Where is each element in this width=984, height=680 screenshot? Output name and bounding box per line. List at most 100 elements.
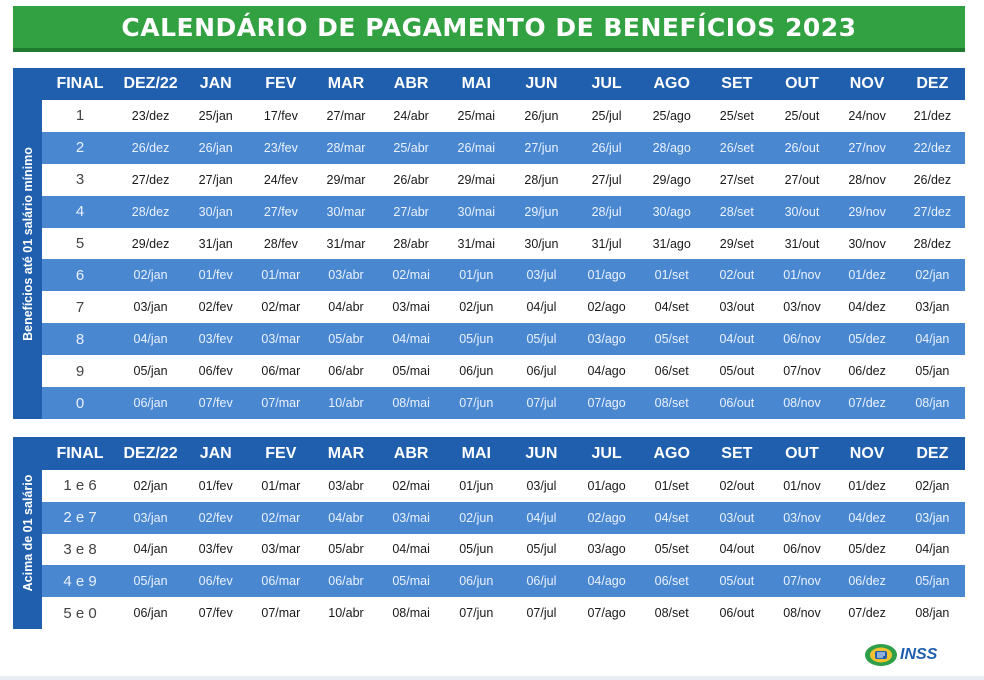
payment-date-cell: 03/jul bbox=[526, 478, 557, 493]
payment-date-cell: 31/mai bbox=[457, 236, 496, 251]
payment-date-cell: 06/out bbox=[719, 606, 755, 621]
column-header: ABR bbox=[378, 68, 444, 100]
payment-date-cell: 05/abr bbox=[328, 542, 364, 557]
payment-date-cell: 29/jun bbox=[508, 195, 574, 228]
payment-date-cell: 29/mai bbox=[457, 172, 496, 187]
table-row: 3 27/dez 27/jan 24/fev 29/mar 26/abr 29/mai 28/… bbox=[42, 164, 965, 196]
payment-date-cell: 05/dez bbox=[834, 323, 900, 356]
payment-date-cell: 03/out bbox=[704, 501, 770, 534]
payment-date-cell: 04/jan bbox=[899, 323, 965, 356]
payment-date-cell: 06/abr bbox=[328, 364, 364, 379]
final-digit-cell: 8 bbox=[42, 323, 118, 356]
payment-date-cell: 03/ago bbox=[573, 323, 640, 356]
column-header: JUL bbox=[573, 437, 640, 470]
payment-date-cell: 07/nov bbox=[769, 565, 835, 598]
payment-date-cell: 31/mar bbox=[326, 236, 366, 251]
payment-date-cell: 02/ago bbox=[587, 300, 626, 315]
payment-date-cell: 07/fev bbox=[183, 387, 249, 419]
payment-date-cell: 28/jun bbox=[524, 172, 559, 187]
column-header: NOV bbox=[834, 68, 900, 100]
payment-date-cell: 05/dez bbox=[848, 542, 886, 557]
column-header: AGO bbox=[639, 437, 705, 470]
payment-date-cell: 05/out bbox=[704, 565, 770, 598]
final-digit-cell: 3 bbox=[75, 171, 85, 189]
column-header: OUT bbox=[769, 437, 835, 470]
payment-date-cell: 07/ago bbox=[587, 606, 626, 621]
payment-date-cell: 04/mai bbox=[392, 542, 430, 557]
column-header: DEZ/22 bbox=[118, 68, 184, 100]
payment-date-cell: 04/abr bbox=[313, 501, 379, 534]
payment-date-cell: 02/ago bbox=[573, 501, 640, 534]
payment-date-cell: 05/jan bbox=[118, 565, 184, 598]
final-digit-cell: 0 bbox=[42, 387, 118, 419]
payment-date-cell: 04/jan bbox=[915, 542, 950, 557]
payment-date-cell: 06/nov bbox=[769, 323, 835, 356]
payment-date-cell: 01/fev bbox=[198, 478, 233, 493]
payment-date-cell: 27/dez bbox=[899, 195, 965, 228]
payment-date-cell: 03/jan bbox=[915, 300, 950, 315]
table-row: 0 06/jan 07/fev 07/mar 10/abr 08/mai 07/jun 07/… bbox=[42, 387, 965, 419]
payment-date-cell: 04/ago bbox=[573, 565, 640, 598]
payment-date-cell: 25/mai bbox=[457, 108, 496, 123]
payment-date-cell: 27/mar bbox=[326, 108, 366, 123]
payment-date-cell: 29/nov bbox=[834, 195, 900, 228]
payment-date-cell: 01/nov bbox=[769, 259, 835, 292]
payment-date-cell: 05/jul bbox=[526, 542, 557, 557]
payment-date-cell: 06/abr bbox=[313, 565, 379, 598]
payment-date-cell: 25/out bbox=[784, 108, 820, 123]
table-row: 1 e 6 02/jan 01/fev 01/mar 03/abr 02/mai 01/ju… bbox=[42, 470, 965, 502]
payment-date-cell: 04/jul bbox=[526, 300, 557, 315]
payment-date-cell: 05/mai bbox=[392, 364, 430, 379]
table-row: 2 e 7 03/jan 02/fev 02/mar 04/abr 03/mai 02/ju… bbox=[42, 501, 965, 534]
column-header: SET bbox=[704, 68, 770, 100]
payment-date-cell: 07/dez bbox=[834, 387, 900, 419]
payment-date-cell: 08/mai bbox=[392, 606, 430, 621]
payment-date-cell: 08/jan bbox=[915, 606, 950, 621]
payment-date-cell: 27/abr bbox=[378, 195, 444, 228]
final-digit-cell: 4 e 9 bbox=[42, 565, 118, 598]
payment-date-cell: 06/mar bbox=[261, 364, 301, 379]
payment-date-cell: 31/out bbox=[784, 236, 820, 251]
column-header: JAN bbox=[183, 437, 249, 470]
payment-date-cell: 25/ago bbox=[652, 108, 691, 123]
payment-date-cell: 03/nov bbox=[769, 501, 835, 534]
final-digit-cell: 6 bbox=[42, 259, 118, 292]
payment-date-cell: 03/ago bbox=[587, 542, 626, 557]
payment-date-cell: 07/jul bbox=[526, 606, 557, 621]
final-digit-cell: 2 e 7 bbox=[42, 501, 118, 534]
payment-table: FINAL DEZ/22 JAN FEV MAR ABR MAI JUN JUL AGO SET OU… bbox=[42, 437, 965, 629]
side-label: Benefícios até 01 salário mínimo bbox=[20, 146, 35, 341]
header-row: FINAL DEZ/22 JAN FEV MAR ABR MAI JUN JUL AGO SET OU… bbox=[42, 68, 965, 100]
payment-date-cell: 03/mai bbox=[392, 300, 430, 315]
payment-date-cell: 01/mar bbox=[261, 478, 301, 493]
payment-date-cell: 06/jul bbox=[526, 364, 557, 379]
payment-date-cell: 03/mar bbox=[248, 323, 314, 356]
payment-date-cell: 07/jul bbox=[508, 387, 574, 419]
calendar-table-above-minimum: Acima de 01 salário FINAL DEZ/22 JAN FEV MAR… bbox=[13, 437, 965, 629]
payment-date-cell: 03/abr bbox=[313, 259, 379, 292]
column-header: OUT bbox=[769, 68, 835, 100]
payment-date-cell: 03/jan bbox=[899, 501, 965, 534]
payment-date-cell: 02/out bbox=[704, 259, 770, 292]
payment-date-cell: 03/mai bbox=[378, 501, 444, 534]
payment-date-cell: 30/nov bbox=[848, 236, 886, 251]
column-header: DEZ/22 bbox=[118, 437, 184, 470]
payment-date-cell: 03/jul bbox=[508, 259, 574, 292]
payment-date-cell: 04/jan bbox=[133, 542, 168, 557]
payment-date-cell: 05/set bbox=[654, 542, 689, 557]
payment-date-cell: 01/set bbox=[639, 259, 705, 292]
payment-date-cell: 05/jan bbox=[915, 364, 950, 379]
table-row: 4 28/dez 30/jan 27/fev 30/mar 27/abr 30/mai 29/… bbox=[42, 195, 965, 228]
table-row: 4 e 9 05/jan 06/fev 06/mar 06/abr 05/mai 06/ju… bbox=[42, 565, 965, 598]
payment-date-cell: 02/fev bbox=[183, 501, 249, 534]
payment-date-cell: 26/dez bbox=[913, 172, 952, 187]
payment-date-cell: 17/fev bbox=[263, 108, 298, 123]
payment-date-cell: 28/set bbox=[704, 195, 770, 228]
payment-date-cell: 02/mai bbox=[392, 478, 430, 493]
payment-date-cell: 08/nov bbox=[783, 606, 821, 621]
payment-date-cell: 07/jun bbox=[459, 606, 494, 621]
column-header: MAR bbox=[313, 68, 379, 100]
payment-date-cell: 26/abr bbox=[393, 172, 429, 187]
payment-date-cell: 05/jan bbox=[899, 565, 965, 598]
payment-date-cell: 26/out bbox=[769, 131, 835, 164]
